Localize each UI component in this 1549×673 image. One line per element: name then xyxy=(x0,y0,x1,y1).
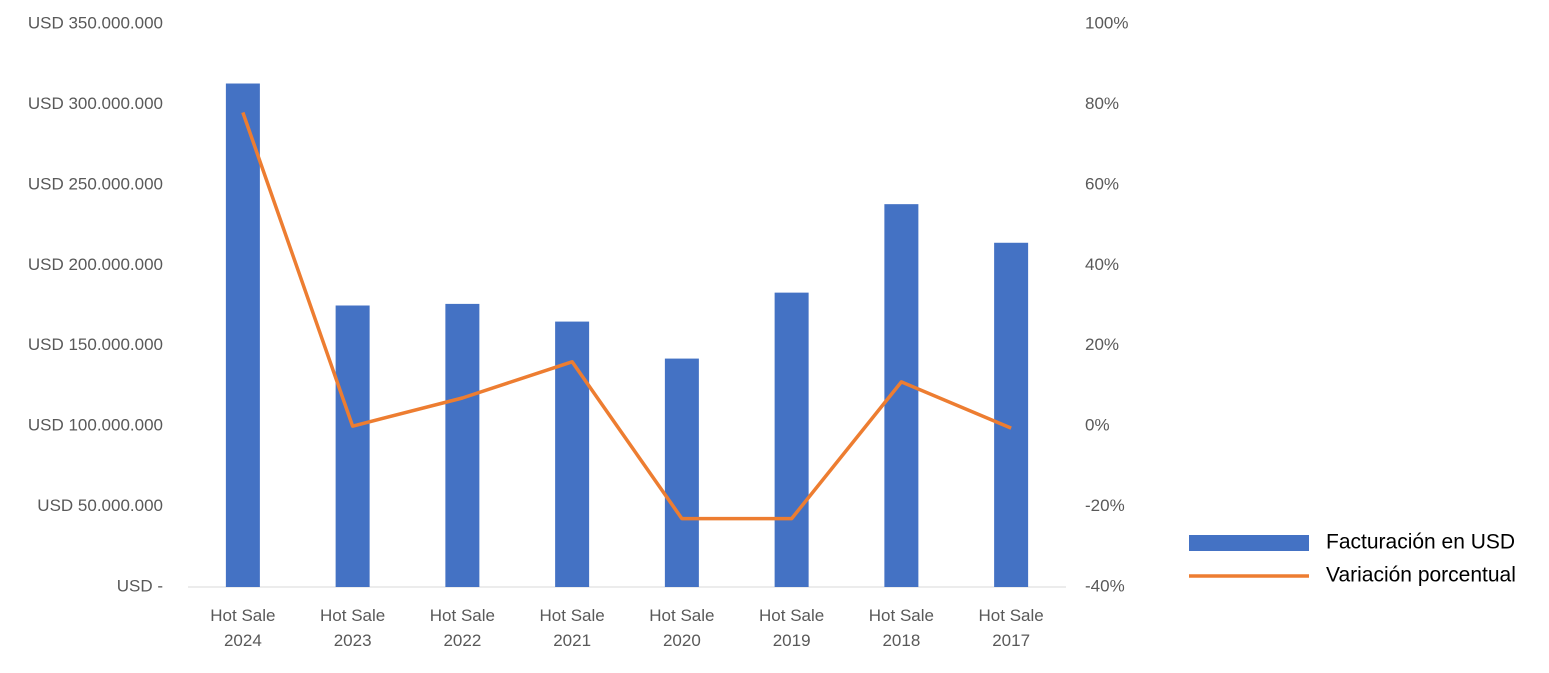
x-tick-label: Hot Sale 2023 xyxy=(320,606,386,650)
x-tick-label: Hot Sale 2017 xyxy=(978,606,1044,650)
bar xyxy=(445,303,480,587)
x-tick-label: Hot Sale 2020 xyxy=(649,606,715,650)
x-tick-label: Hot Sale 2022 xyxy=(429,606,495,650)
x-tick-label: Hot Sale 2024 xyxy=(210,606,276,650)
y2-tick-label: 0% xyxy=(1085,416,1110,435)
y2-tick-label: 40% xyxy=(1085,255,1119,274)
bar xyxy=(335,305,370,587)
y-tick-label: USD 250.000.000 xyxy=(28,174,163,193)
y-tick-label: USD 200.000.000 xyxy=(28,255,163,274)
y-tick-label: USD 150.000.000 xyxy=(28,335,163,354)
bar xyxy=(664,358,699,587)
y-tick-label: USD 100.000.000 xyxy=(28,416,163,435)
bar xyxy=(774,292,809,587)
y2-tick-label: 100% xyxy=(1085,13,1128,32)
x-tick-label: Hot Sale 2018 xyxy=(868,606,934,650)
y2-tick-label: -40% xyxy=(1085,576,1125,595)
y2-tick-label: 20% xyxy=(1085,335,1119,354)
legend-label: Facturación en USD xyxy=(1326,531,1515,554)
bar xyxy=(225,83,260,587)
bar xyxy=(994,242,1029,587)
y-tick-label: USD 50.000.000 xyxy=(37,496,163,515)
x-tick-label: Hot Sale 2019 xyxy=(759,606,825,650)
y-tick-label: USD 300.000.000 xyxy=(28,94,163,113)
y2-tick-label: -20% xyxy=(1085,496,1125,515)
legend-swatch xyxy=(1189,535,1309,551)
legend-label: Variación porcentual xyxy=(1326,564,1516,587)
y-tick-label: USD - xyxy=(117,576,163,595)
y2-tick-label: 80% xyxy=(1085,94,1119,113)
y-tick-label: USD 350.000.000 xyxy=(28,13,163,32)
line xyxy=(241,111,1012,521)
x-tick-label: Hot Sale 2021 xyxy=(539,606,605,650)
y2-tick-label: 60% xyxy=(1085,174,1119,193)
